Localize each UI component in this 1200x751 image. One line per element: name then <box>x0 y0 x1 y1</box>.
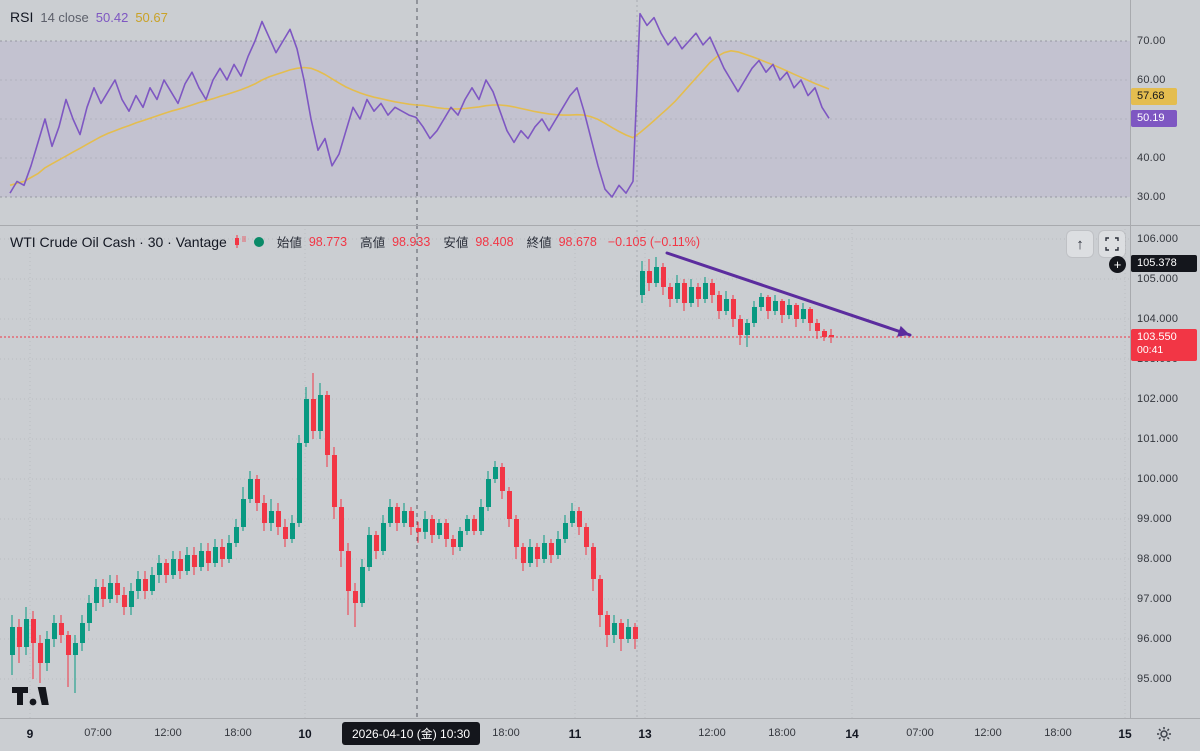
high-label: 高値 <box>360 236 386 250</box>
scroll-to-recent-button[interactable]: ↑ <box>1067 231 1093 257</box>
rsi-current-value: 50.42 <box>95 9 129 25</box>
rsi-ma-axis-badge: 57.68 <box>1131 88 1177 105</box>
price-axis[interactable]: 70.00 60.00 40.00 30.00 106.000 105.000 104.00… <box>1130 0 1200 718</box>
rsi-indicator-params: 14 close <box>40 9 89 25</box>
high-value: 98.933 <box>392 234 431 249</box>
candlestick-style-icon <box>234 235 247 248</box>
open-value: 98.773 <box>308 234 348 249</box>
rsi-axis-label: 60.00 <box>1137 74 1166 86</box>
price-axis-label: 95.000 <box>1137 673 1172 685</box>
time-axis-day-label: 15 <box>1118 727 1132 741</box>
rsi-axis-label: 70.00 <box>1137 35 1166 47</box>
crosshair-date-tooltip: 2026-04-10 (金) 10:30 <box>342 722 481 745</box>
close-label: 終値 <box>526 236 552 250</box>
time-axis-day-label: 11 <box>568 727 582 741</box>
main-pane-canvas[interactable] <box>0 225 1130 718</box>
current-price-badge: 103.550 00:41 <box>1131 329 1197 361</box>
bar-countdown: 00:41 <box>1137 344 1164 356</box>
time-axis-border <box>0 718 1200 719</box>
time-axis-day-label: 10 <box>298 727 312 741</box>
time-axis[interactable]: 2026-04-10 (金) 10:30 9 07:00 12:00 18:00 10 1… <box>0 718 1200 751</box>
arrow-up-icon: ↑ <box>1076 235 1084 253</box>
rsi-axis-label: 30.00 <box>1137 191 1166 203</box>
price-axis-label: 105.000 <box>1137 273 1179 285</box>
market-open-status-icon[interactable] <box>253 236 264 247</box>
rsi-legend: RSI 14 close 50.42 50.67 <box>10 9 168 25</box>
price-axis-label: 101.000 <box>1137 433 1179 445</box>
time-axis-label: 18:00 <box>224 727 252 739</box>
plus-icon: + <box>1113 257 1122 272</box>
rsi-indicator-title[interactable]: RSI <box>10 9 34 25</box>
time-axis-label: 18:00 <box>1044 727 1072 739</box>
low-label: 安値 <box>443 236 469 250</box>
time-axis-label: 12:00 <box>974 727 1002 739</box>
time-axis-day-label: 14 <box>845 727 859 741</box>
trend-arrow[interactable] <box>665 251 912 337</box>
time-axis-label: 12:00 <box>698 727 726 739</box>
time-axis-label: 18:00 <box>492 727 520 739</box>
price-axis-label: 106.000 <box>1137 233 1179 245</box>
time-axis-label: 07:00 <box>906 727 934 739</box>
maximize-pane-button[interactable] <box>1099 231 1125 257</box>
price-axis-border <box>1130 0 1131 718</box>
time-axis-label: 18:00 <box>768 727 796 739</box>
price-axis-label: 97.000 <box>1137 593 1172 605</box>
price-axis-label: 96.000 <box>1137 633 1172 645</box>
rsi-axis-badge: 50.19 <box>1131 110 1177 127</box>
time-axis-label: 12:00 <box>154 727 182 739</box>
rsi-pane-canvas[interactable] <box>0 0 1130 225</box>
close-value: 98.678 <box>558 234 597 249</box>
time-axis-label: 07:00 <box>84 727 112 739</box>
rsi-ma-current-value: 50.67 <box>135 9 168 25</box>
low-value: 98.408 <box>475 234 514 249</box>
price-axis-label: 100.000 <box>1137 473 1179 485</box>
crosshair-price-badge: 105.378 <box>1131 255 1197 272</box>
change-value: −0.105 (−0.11%) <box>607 234 701 249</box>
rsi-axis-label: 40.00 <box>1137 152 1166 164</box>
price-scale-settings-icon[interactable] <box>1156 726 1172 742</box>
open-label: 始値 <box>276 236 302 250</box>
price-axis-label: 99.000 <box>1137 513 1172 525</box>
symbol-title[interactable]: WTI Crude Oil Cash · 30 · Vantage <box>10 233 227 250</box>
time-axis-day-label: 13 <box>638 727 652 741</box>
current-price-value: 103.550 <box>1137 331 1177 343</box>
pane-divider[interactable] <box>0 225 1200 226</box>
tradingview-logo[interactable] <box>12 684 58 708</box>
price-axis-label: 104.000 <box>1137 313 1179 325</box>
price-axis-label: 98.000 <box>1137 553 1172 565</box>
price-axis-label: 102.000 <box>1137 393 1179 405</box>
symbol-legend: WTI Crude Oil Cash · 30 · Vantage 始値 98.7… <box>10 232 700 251</box>
maximize-icon <box>1105 237 1119 251</box>
add-alert-button[interactable]: + <box>1109 256 1126 273</box>
time-axis-day-label: 9 <box>26 727 34 741</box>
